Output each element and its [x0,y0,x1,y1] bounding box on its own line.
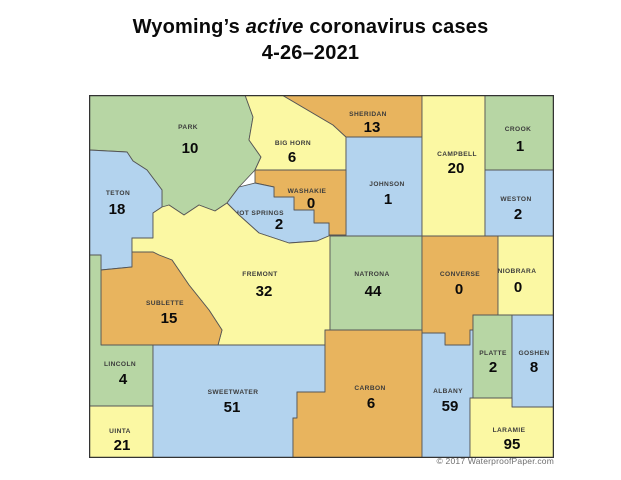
county-lincoln-value: 4 [119,371,128,388]
county-park-value: 10 [182,140,199,157]
county-sublette: SUBLETTE 15 [100,251,223,346]
title-suffix: coronavirus cases [303,16,489,38]
county-laramie-value: 95 [504,436,521,453]
county-albany-label: ALBANY [433,388,463,395]
county-johnson: JOHNSON 1 [345,136,423,237]
title-prefix: Wyoming’s [132,16,246,38]
county-johnson-value: 1 [384,191,392,208]
county-sweetwater-value: 51 [224,399,241,416]
county-goshen-label: GOSHEN [519,350,550,357]
county-laramie: LARAMIE 95 [469,397,555,459]
county-platte-label: PLATTE [479,350,507,357]
county-platte: PLATTE 2 [472,314,513,399]
county-natrona-value: 44 [365,283,382,300]
county-natrona-label: NATRONA [354,271,389,278]
wyoming-county-map: PARK 10 BIG HORN 6 SHERIDAN 13 JOHNSON 1 CAMPBEL… [88,94,555,459]
county-laramie-label: LARAMIE [493,427,526,434]
county-albany-value: 59 [442,398,459,415]
county-uinta: UINTA 21 [88,405,154,459]
county-platte-value: 2 [489,359,497,376]
county-campbell-label: CAMPBELL [437,151,477,158]
county-teton-label: TETON [106,190,130,197]
county-uinta-label: UINTA [109,428,131,435]
county-natrona: NATRONA 44 [329,235,423,331]
county-crook: CROOK 1 [484,94,555,171]
county-niobrara-label: NIOBRARA [498,268,537,275]
county-crook-value: 1 [516,138,524,155]
county-lincoln-label: LINCOLN [104,361,136,368]
map-outer-border [88,94,555,459]
county-teton-value: 18 [109,201,126,218]
county-goshen-value: 8 [530,359,538,376]
county-sublette-value: 15 [161,310,178,327]
county-washakie-value: 0 [307,195,315,212]
county-goshen: GOSHEN 8 [511,314,555,408]
county-campbell: CAMPBELL 20 [421,94,486,237]
county-carbon-label: CARBON [354,385,385,392]
county-niobrara: NIOBRARA 0 [497,235,555,316]
county-johnson-label: JOHNSON [369,181,404,188]
county-weston: WESTON 2 [484,169,555,237]
county-converse-value: 0 [455,281,463,298]
county-weston-label: WESTON [500,196,531,203]
county-weston-value: 2 [514,206,522,223]
county-hotsprings-value: 2 [275,216,283,233]
county-crook-label: CROOK [505,126,532,133]
county-bighorn-value: 6 [288,149,296,166]
county-weston-shape [484,169,555,237]
county-bighorn-label: BIG HORN [275,140,311,147]
county-hotsprings-label: HOT SPRINGS [234,210,284,217]
county-sweetwater-label: SWEETWATER [208,389,259,396]
county-park-label: PARK [178,124,198,131]
county-sheridan-value: 13 [364,119,381,136]
county-washakie-label: WASHAKIE [288,188,327,195]
county-sheridan-label: SHERIDAN [349,111,387,118]
county-carbon-value: 6 [367,395,375,412]
county-uinta-value: 21 [114,437,131,454]
county-carbon: CARBON 6 [292,329,423,459]
title-date: 4-26–2021 [261,42,360,64]
county-fremont-label: FREMONT [242,271,277,278]
title-emphasis: active [245,16,304,38]
county-albany: ALBANY 59 [421,329,474,459]
county-campbell-value: 20 [448,160,465,177]
county-fremont-value: 32 [256,283,273,300]
page-title: Wyoming’s active coronavirus cases 4-26–… [0,14,621,66]
title-line-1: Wyoming’s active coronavirus cases [0,14,621,40]
county-sublette-label: SUBLETTE [146,300,184,307]
county-niobrara-value: 0 [514,279,522,296]
county-niobrara-shape [497,235,555,316]
copyright-text: © 2017 WaterproofPaper.com [436,456,554,466]
county-converse-label: CONVERSE [440,271,480,278]
